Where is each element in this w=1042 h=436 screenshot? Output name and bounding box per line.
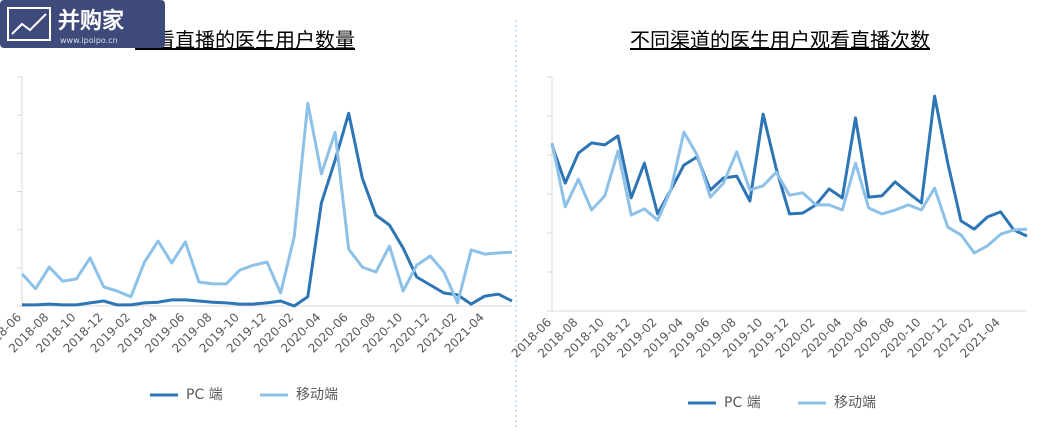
- logo-site: www.ipoipo.cn: [60, 36, 118, 45]
- logo-icon: [7, 7, 51, 41]
- legend-label: 移动端: [296, 387, 338, 403]
- legend-label: 移动端: [834, 395, 876, 411]
- logo: 并购家 www.ipoipo.cn: [0, 0, 165, 48]
- series-line: [550, 130, 1028, 255]
- chart-title: 观看直播的医生用户数量: [135, 28, 355, 52]
- logo-text: 并购家: [58, 8, 125, 34]
- legend-label: PC 端: [186, 387, 223, 403]
- legend-label: PC 端: [724, 395, 761, 411]
- series-line: [22, 111, 513, 308]
- series-line: [550, 94, 1028, 238]
- logo-box: [0, 0, 165, 48]
- charts: 观看直播的医生用户数量2018-062018-082018-102018-122…: [0, 28, 1028, 411]
- logo-icon-line: [11, 13, 47, 35]
- chart-title: 不同渠道的医生用户观看直播次数: [630, 28, 930, 52]
- series-line: [20, 101, 513, 305]
